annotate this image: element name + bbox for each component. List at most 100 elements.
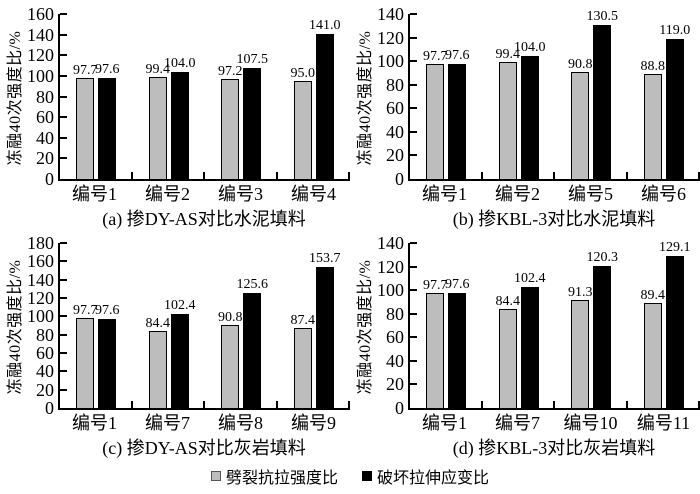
y-axis-title-area: 冻融40次强度比/% [350, 14, 376, 181]
x-axis-labels: 编号1 编号2 编号3 编号4 [58, 181, 350, 207]
bar-failure-strain: 120.3 [587, 250, 618, 408]
x-category-label: 编号9 [291, 413, 336, 433]
y-tick-mark [410, 242, 417, 244]
bar-value-label: 107.5 [236, 52, 269, 68]
gray-swatch-icon [210, 471, 221, 481]
y-tick-label: 100 [377, 280, 404, 301]
y-tick-mark [60, 54, 67, 57]
y-tick-label: 140 [377, 233, 404, 253]
x-tick-mark [275, 401, 278, 408]
bar-value-label: 102.4 [514, 271, 546, 287]
plot-area: 97.7 97.6 84.4 102.4 90.8 125.6 87.4 153.7 [58, 242, 350, 410]
y-tick-mark [410, 265, 417, 268]
y-axis-tick-labels: 0 20 40 60 80 100 120 140 [376, 4, 408, 189]
y-tick-label: 20 [36, 148, 54, 169]
bar-value-label: 104.0 [164, 55, 196, 71]
bar-splitting-tensile: 99.4 [496, 47, 520, 179]
bar-value-label: 89.4 [640, 287, 666, 303]
bar-value-label: 153.7 [309, 251, 341, 267]
chart-caption: (c) 掺DY-AS对比灰岩填料 [102, 438, 306, 458]
bar-value-label: 97.6 [95, 62, 120, 78]
y-axis-title-area: 冻融40次强度比/% [0, 243, 26, 410]
x-category-label: 编号8 [218, 413, 263, 433]
chart-b-plot-row: 冻融40次强度比/% 0 20 40 60 80 100 120 140 97.7 97.6 99… [350, 4, 700, 189]
y-tick-mark [60, 242, 67, 244]
bar-group: 97.7 97.6 [410, 243, 483, 408]
chart-panel-a: 冻融40次强度比/% 0 20 40 60 80 100 120 140 160 97.7 97.… [0, 0, 350, 232]
x-tick-mark [553, 172, 555, 179]
bar-value-label: 90.8 [218, 309, 243, 325]
bar-group: 95.0 141.0 [278, 14, 351, 179]
bar-value-label: 104.0 [514, 40, 546, 56]
x-category-label: 编号4 [291, 184, 336, 204]
x-category-label: 编号6 [641, 184, 686, 204]
y-tick-mark [410, 13, 417, 15]
bar-failure-strain: 125.6 [237, 277, 268, 408]
bar-group: 84.4 102.4 [133, 243, 206, 408]
bar-failure-strain: 97.6 [445, 48, 470, 179]
x-tick-mark [480, 401, 483, 408]
y-tick-mark [410, 154, 417, 157]
y-tick-mark [60, 315, 67, 318]
y-tick-mark [60, 157, 67, 160]
y-axis-tick-labels: 0 20 40 60 80 100 120 140 160 180 [26, 233, 58, 418]
x-tick-mark [553, 401, 555, 408]
y-tick-label: 120 [27, 288, 54, 308]
y-tick-label: 100 [27, 306, 54, 327]
y-tick-label: 80 [386, 303, 404, 324]
bar-failure-strain: 97.6 [95, 303, 120, 408]
bar-value-label: 129.1 [659, 239, 691, 255]
bar-value-label: 95.0 [290, 66, 316, 82]
bar-failure-strain: 119.0 [659, 23, 690, 179]
x-category-label: 编号7 [145, 413, 190, 433]
y-tick-label: 40 [36, 127, 54, 148]
x-tick-mark [348, 401, 350, 408]
y-tick-label: 20 [386, 145, 404, 166]
legend-label: 破坏拉伸应变比 [377, 470, 490, 487]
x-category-label: 编号7 [495, 413, 540, 433]
bar-failure-strain: 130.5 [587, 9, 618, 179]
y-tick-label: 140 [27, 269, 54, 290]
y-tick-label: 40 [386, 350, 404, 371]
y-tick-mark [60, 95, 67, 98]
y-tick-mark [410, 36, 417, 39]
y-tick-mark [410, 312, 417, 315]
x-tick-mark [625, 172, 628, 179]
bar-splitting-tensile: 90.8 [568, 57, 593, 179]
bar-value-label: 99.4 [495, 46, 521, 62]
y-tick-mark [410, 83, 417, 86]
y-tick-label: 60 [36, 107, 54, 128]
x-axis-labels: 编号1 编号7 编号10 编号11 [408, 410, 700, 436]
y-tick-label: 120 [27, 45, 54, 66]
bar-value-label: 97.7 [73, 303, 98, 319]
x-category-label: 编号10 [563, 413, 618, 433]
y-axis-tick-labels: 0 20 40 60 80 100 120 140 [376, 233, 408, 418]
bar-value-label: 87.4 [290, 312, 316, 328]
chart-d-plot-row: 冻融40次强度比/% 0 20 40 60 80 100 120 140 97.7 97.6 84… [350, 233, 700, 418]
bar-groups: 97.7 97.6 99.4 104.0 90.8 130.5 88.8 119.0 [410, 9, 700, 179]
bar-failure-strain: 102.4 [514, 271, 546, 408]
bar-group: 97.7 97.6 [60, 14, 133, 179]
bar-value-label: 97.7 [423, 48, 448, 64]
x-axis-labels: 编号1 编号2 编号5 编号6 [408, 181, 700, 207]
plot-area: 97.7 97.6 99.4 104.0 97.2 107.5 95.0 141.0 [58, 13, 351, 181]
bar-value-label: 84.4 [145, 315, 171, 331]
x-tick-mark [625, 401, 628, 408]
y-tick-mark [60, 388, 67, 391]
bar-failure-strain: 97.6 [95, 62, 120, 179]
bar-failure-strain: 107.5 [237, 52, 268, 179]
bar-group: 99.4 104.0 [483, 14, 556, 179]
y-tick-mark [410, 359, 417, 362]
bar-group: 97.7 97.6 [60, 243, 133, 408]
plot-area: 97.7 97.6 99.4 104.0 90.8 130.5 88.8 119.0 [408, 9, 700, 181]
bar-value-label: 90.8 [568, 57, 593, 72]
bar-group: 84.4 102.4 [483, 243, 556, 408]
y-tick-label: 40 [386, 121, 404, 142]
bar-splitting-tensile: 97.7 [423, 278, 448, 408]
bar-splitting-tensile: 90.8 [218, 310, 243, 408]
x-axis-labels: 编号1 编号7 编号8 编号9 [58, 410, 350, 436]
y-tick-label: 80 [36, 324, 54, 345]
y-tick-label: 120 [377, 256, 404, 277]
y-tick-label: 60 [386, 98, 404, 119]
chart-panel-c: 冻融40次强度比/% 0 20 40 60 80 100 120 140 160 180 97.7… [0, 232, 350, 461]
